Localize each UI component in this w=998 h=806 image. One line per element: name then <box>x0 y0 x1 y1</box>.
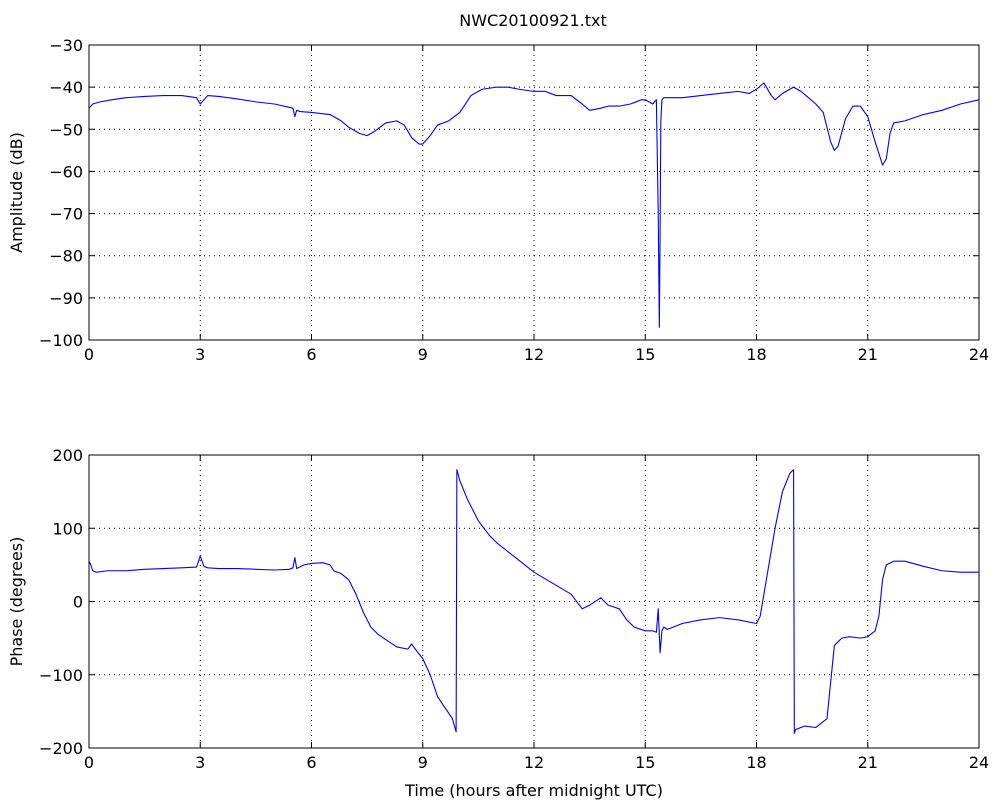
amplitude-ytick-label: −60 <box>49 162 83 181</box>
phase-ytick-label: −100 <box>39 666 83 685</box>
amplitude-ytick-label: −80 <box>49 247 83 266</box>
phase-xtick-label: 3 <box>195 753 205 772</box>
amplitude-ytick-label: −40 <box>49 78 83 97</box>
phase-ytick-label: 0 <box>73 593 83 612</box>
amplitude-xtick-label: 6 <box>306 345 316 364</box>
amplitude-panel: 0 3 6 9 12 15 18 21 24 −100 −90 −80 −70 −60 −50 −40 −30 A… <box>7 36 989 364</box>
amplitude-xtick-label: 15 <box>635 345 655 364</box>
amplitude-ytick-label: −50 <box>49 120 83 139</box>
amplitude-xtick-label: 24 <box>969 345 989 364</box>
phase-ylabel: Phase (degrees) <box>7 537 26 667</box>
amplitude-ylabel: Amplitude (dB) <box>7 132 26 253</box>
phase-xtick-label: 12 <box>524 753 544 772</box>
amplitude-xtick-label: 12 <box>524 345 544 364</box>
phase-xlabel: Time (hours after midnight UTC) <box>404 781 663 800</box>
phase-ytick-label: −200 <box>39 739 83 758</box>
amplitude-xtick-label: 0 <box>84 345 94 364</box>
amplitude-xtick-label: 21 <box>858 345 878 364</box>
phase-xtick-label: 24 <box>969 753 989 772</box>
amplitude-xtick-label: 9 <box>418 345 428 364</box>
amplitude-series-line <box>88 82 980 328</box>
phase-xtick-label: 21 <box>858 753 878 772</box>
amplitude-xtick-label: 3 <box>195 345 205 364</box>
phase-xtick-label: 15 <box>635 753 655 772</box>
amplitude-ytick-label: −90 <box>49 289 83 308</box>
phase-series-line <box>88 469 979 734</box>
amplitude-ytick-label: −70 <box>49 205 83 224</box>
phase-xtick-label: 0 <box>84 753 94 772</box>
phase-ytick-label: 200 <box>52 446 83 465</box>
phase-xtick-label: 18 <box>746 753 766 772</box>
amplitude-ytick-label: −30 <box>49 36 83 55</box>
phase-ytick-label: 100 <box>52 519 83 538</box>
amplitude-ytick-label: −100 <box>39 331 83 350</box>
chart-title: NWC20100921.txt <box>459 11 607 30</box>
amplitude-xtick-label: 18 <box>746 345 766 364</box>
phase-xtick-label: 9 <box>418 753 428 772</box>
phase-xtick-label: 6 <box>306 753 316 772</box>
phase-panel: 0 3 6 9 12 15 18 21 24 −200 −100 0 100 200 Phase (degr… <box>7 446 989 800</box>
